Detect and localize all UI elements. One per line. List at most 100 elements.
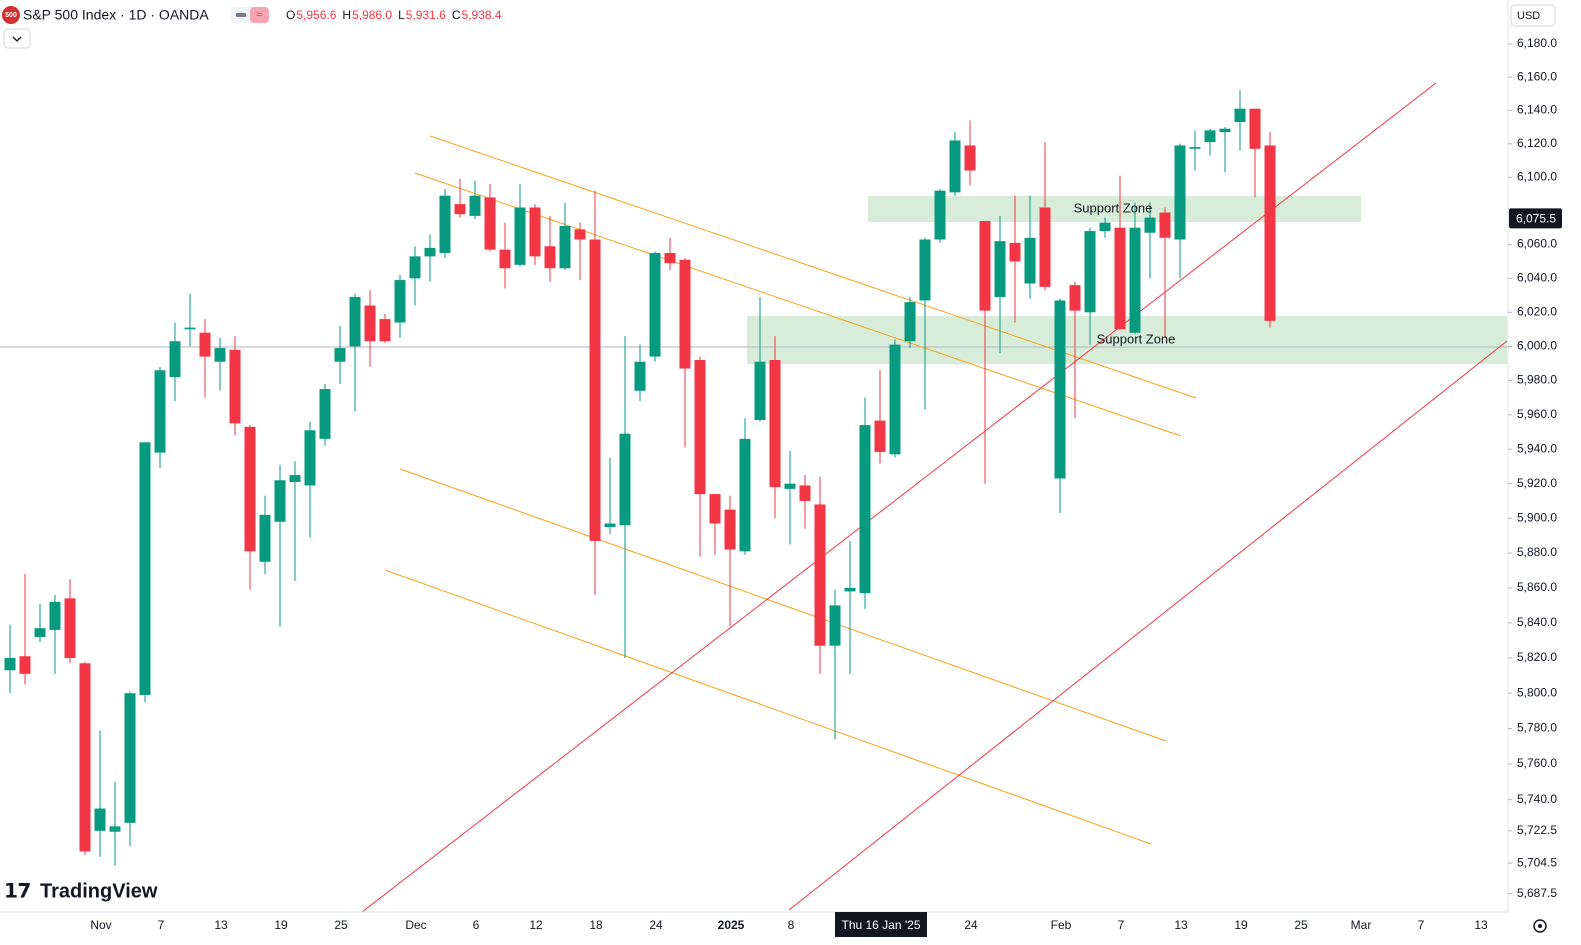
crosshair-date-bg [835,912,927,937]
x-tick-label: 7 [1418,918,1425,932]
y-tick-label: 5,940.0 [1517,441,1557,455]
candle-body [1249,108,1261,149]
ohlc-value: 5,938.4 [462,8,502,22]
x-tick-label: 13 [1174,918,1188,932]
candle-body [994,241,1006,298]
x-tick-label: 7 [1118,918,1125,932]
candle-body [19,656,31,674]
collapse-button[interactable] [3,28,31,49]
x-tick-label: 8 [788,918,795,932]
y-tick-label: 5,960.0 [1517,407,1557,421]
channel-line [384,569,1152,845]
candle-body [334,348,346,362]
ohlc-value: 5,986.0 [352,8,392,22]
candle-body [589,239,601,541]
y-tick-label: 5,740.0 [1517,792,1557,806]
y-tick-label: 6,140.0 [1517,103,1557,117]
y-tick-label: 6,040.0 [1517,271,1557,285]
candle-body [829,605,841,646]
currency-button[interactable] [1510,4,1556,27]
y-tick-label: 5,704.5 [1517,855,1557,869]
zone-label: Support Zone [1074,200,1153,215]
price-label: 6,075.5 [1516,212,1556,226]
candle-body [694,360,706,495]
brand-logo: 𝟭𝟳 [4,880,31,902]
candle-body [1009,242,1021,262]
candle-body [274,480,286,522]
y-tick-label: 5,760.0 [1517,756,1557,770]
candle-body [379,319,391,342]
candle-body [619,433,631,526]
candle-body [304,430,316,486]
x-tick-label: 25 [334,918,348,932]
candle-body [394,280,406,323]
x-tick-label: Thu 16 Jan '25 [841,918,920,932]
settings-icon[interactable] [1533,919,1547,933]
candle-body [349,297,361,347]
brand-name[interactable]: TradingView [40,880,158,902]
candle-body [634,361,646,391]
candle-body [454,204,466,215]
trend-line [788,340,1508,911]
candle-body [964,145,976,171]
candle-body [1219,128,1231,133]
candle-body [1174,145,1186,240]
chart-title[interactable]: S&P 500 Index · 1D · OANDA [23,7,209,23]
support-zone [868,196,1361,222]
icon: ≈ [256,9,262,21]
y-tick-label: 5,880.0 [1517,545,1557,559]
candle-body [574,229,586,240]
candle-body [184,327,196,330]
candle-body [889,344,901,455]
candle-body [139,442,151,695]
candle-body [79,663,91,852]
symbol-badge[interactable] [2,6,20,24]
candle-body [289,475,301,482]
x-tick-label: 12 [529,918,543,932]
trend-line [361,82,1437,913]
candle-body [1189,147,1201,149]
channel-lines [384,135,1197,845]
y-tick-label: 6,020.0 [1517,304,1557,318]
y-tick-label: 5,780.0 [1517,721,1557,735]
y-tick-label: 6,060.0 [1517,237,1557,251]
candle-body [769,360,781,488]
y-tick-label: 5,687.5 [1517,886,1557,900]
candle-body [799,485,811,501]
y-tick-label: 5,840.0 [1517,615,1557,629]
y-tick-label: 6,120.0 [1517,136,1557,150]
candle-body [874,420,886,452]
candle-body [424,247,436,257]
candle-body [1264,145,1276,321]
candle-body [754,361,766,420]
y-tick-label: 6,000.0 [1517,339,1557,353]
candle-body [364,305,376,342]
candle-body [529,207,541,257]
candle-body [1054,300,1066,479]
candle-body [94,808,106,831]
time-axis [0,912,1508,945]
candle-body [169,341,181,378]
y-tick-label: 6,100.0 [1517,169,1557,183]
candle-body [904,302,916,342]
ohlc-value: 5,931.6 [406,8,446,22]
candle-body [469,195,481,216]
ohlc-value: 5,956.6 [296,8,336,22]
candle-body [1099,222,1111,232]
x-tick-label: 2025 [718,918,745,932]
x-tick-label: 6 [473,918,480,932]
candle-body [784,483,796,489]
zone-label: Support Zone [1097,331,1176,346]
candle-body [664,253,676,264]
candle-body [499,249,511,269]
y-tick-label: 5,860.0 [1517,580,1557,594]
candle-body [1204,130,1216,143]
candle-body [709,494,721,524]
ohlc-legend: O 5,956.6 H 5,986.0 L 5,931.6 C 5,938.4 [286,8,502,22]
candle-body [259,514,271,562]
candle-body [1144,217,1156,233]
candle-body [1234,108,1246,123]
x-tick-label: Nov [90,918,111,932]
y-tick-label: 5,722.5 [1517,823,1557,837]
candle-body [199,332,211,357]
